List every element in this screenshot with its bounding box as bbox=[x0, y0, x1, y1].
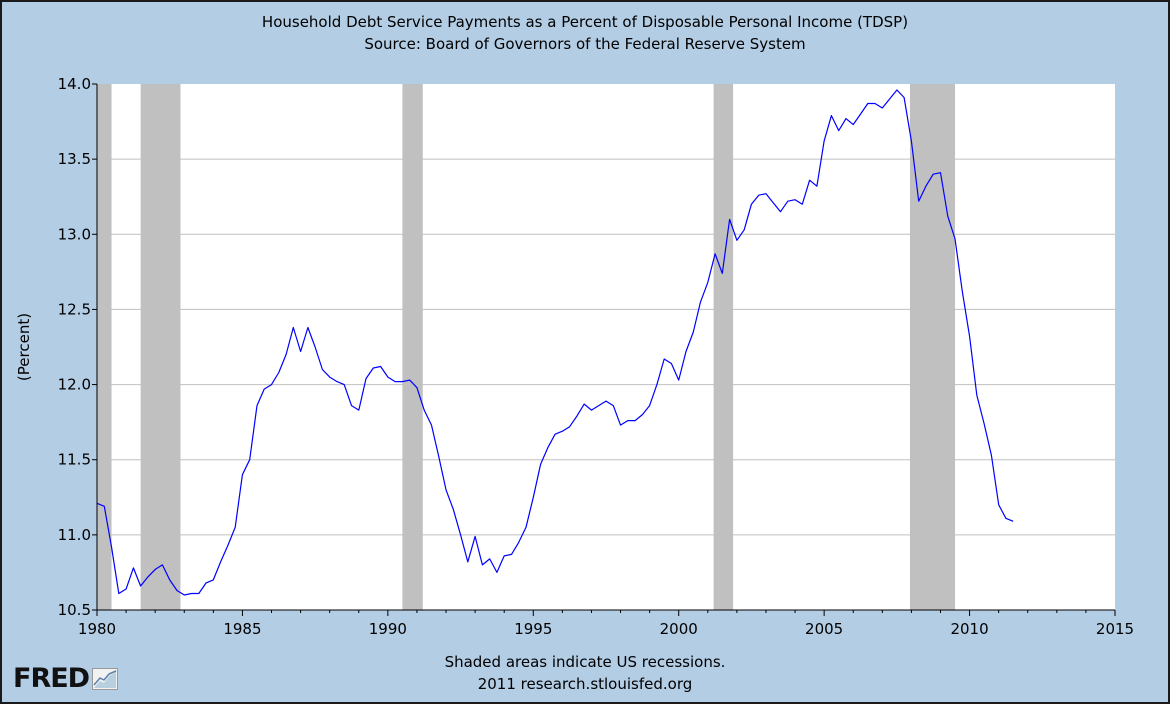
x-tick-label: 2000 bbox=[660, 620, 698, 638]
recession-band-2 bbox=[402, 84, 423, 610]
y-axis-label: (Percent) bbox=[15, 313, 33, 381]
y-tick-label: 14.0 bbox=[58, 75, 91, 93]
y-axis-ticks: 10.5 11.0 11.5 12.0 12.5 13.0 13.5 14.0 bbox=[58, 75, 97, 619]
fred-graph-icon bbox=[92, 668, 119, 690]
x-tick-label: 1995 bbox=[514, 620, 552, 638]
x-axis-ticks: 1980 1985 1990 1995 2000 2005 2010 2015 bbox=[78, 610, 1134, 638]
source-credit: 2011 research.stlouisfed.org bbox=[477, 675, 693, 693]
chart-title: Household Debt Service Payments as a Per… bbox=[261, 13, 909, 31]
plot-area bbox=[97, 84, 1115, 610]
x-tick-label: 1980 bbox=[78, 620, 116, 638]
y-tick-label: 11.5 bbox=[58, 451, 91, 469]
x-tick-label: 2005 bbox=[805, 620, 843, 638]
y-tick-label: 13.5 bbox=[58, 150, 91, 168]
fred-logo: FRED bbox=[13, 663, 119, 694]
axes bbox=[96, 84, 1115, 611]
recession-band-0 bbox=[97, 84, 112, 610]
recession-band-4 bbox=[909, 84, 956, 610]
gridlines bbox=[97, 158, 1115, 536]
recession-band-3 bbox=[713, 84, 734, 610]
recession-bands bbox=[97, 84, 956, 610]
recession-note: Shaded areas indicate US recessions. bbox=[444, 653, 726, 671]
chart-subtitle: Source: Board of Governors of the Federa… bbox=[364, 35, 806, 53]
y-tick-label: 13.0 bbox=[58, 225, 91, 243]
fred-logo-text: FRED bbox=[13, 663, 90, 694]
series-group bbox=[96, 89, 1014, 596]
x-tick-label: 2015 bbox=[1096, 620, 1134, 638]
x-tick-label: 1990 bbox=[369, 620, 407, 638]
series-line-TDSP bbox=[96, 89, 1014, 596]
plot-background bbox=[97, 84, 1115, 610]
y-tick-label: 12.0 bbox=[58, 376, 91, 394]
x-tick-label: 1985 bbox=[223, 620, 261, 638]
x-tick-label: 2010 bbox=[950, 620, 988, 638]
y-tick-label: 12.5 bbox=[58, 300, 91, 318]
y-tick-label: 10.5 bbox=[58, 601, 91, 619]
y-tick-label: 11.0 bbox=[58, 526, 91, 544]
recession-band-1 bbox=[140, 84, 181, 610]
